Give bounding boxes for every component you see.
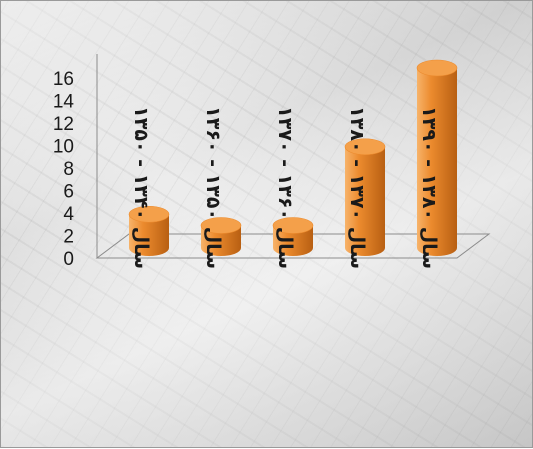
y-tick-label: 6 [63, 182, 74, 203]
bar-top [272, 217, 314, 234]
bar-top [200, 217, 242, 234]
x-tick-label: سال ۱۳۵۰ - ۱۳۶۰ [202, 106, 224, 269]
y-tick-label: 10 [53, 137, 74, 158]
x-tick-label: سال ۱۳۴۰ - ۱۳۵۰ [130, 106, 152, 269]
axes [95, 54, 491, 259]
y-tick-label: 2 [63, 227, 74, 248]
bar [416, 59, 458, 256]
bar-top [416, 59, 458, 77]
x-tick-label: سال ۱۳۷۰ - ۱۳۸۰ [346, 106, 368, 269]
bars [128, 59, 458, 256]
bar-body [201, 225, 241, 256]
bar-top [128, 205, 170, 223]
x-tick-label: سال ۱۳۶۰ - ۱۳۷۰ [274, 106, 296, 269]
bar-body [273, 225, 313, 256]
bar-body [345, 146, 385, 256]
bar [344, 138, 386, 256]
x-axis-labels: سال ۱۳۴۰ - ۱۳۵۰ سال ۱۳۵۰ - ۱۳۶۰ سال ۱۳۶۰ -… [130, 106, 440, 269]
bar [128, 205, 170, 256]
bar-body [129, 214, 169, 256]
y-tick-label: 16 [53, 69, 74, 90]
y-tick-label: 14 [53, 92, 75, 113]
y-tick-label: 12 [53, 114, 74, 135]
x-tick-label: سال ۱۳۸۰ - ۱۳۹۰ [418, 106, 440, 269]
bar-top [344, 138, 386, 156]
bar [200, 217, 242, 256]
y-tick-label: 4 [63, 204, 74, 225]
bar [272, 217, 314, 256]
y-tick-label: 8 [63, 159, 74, 180]
bar-body [417, 68, 457, 256]
floor-plane [95, 233, 491, 259]
y-tick-label: 0 [63, 249, 74, 270]
